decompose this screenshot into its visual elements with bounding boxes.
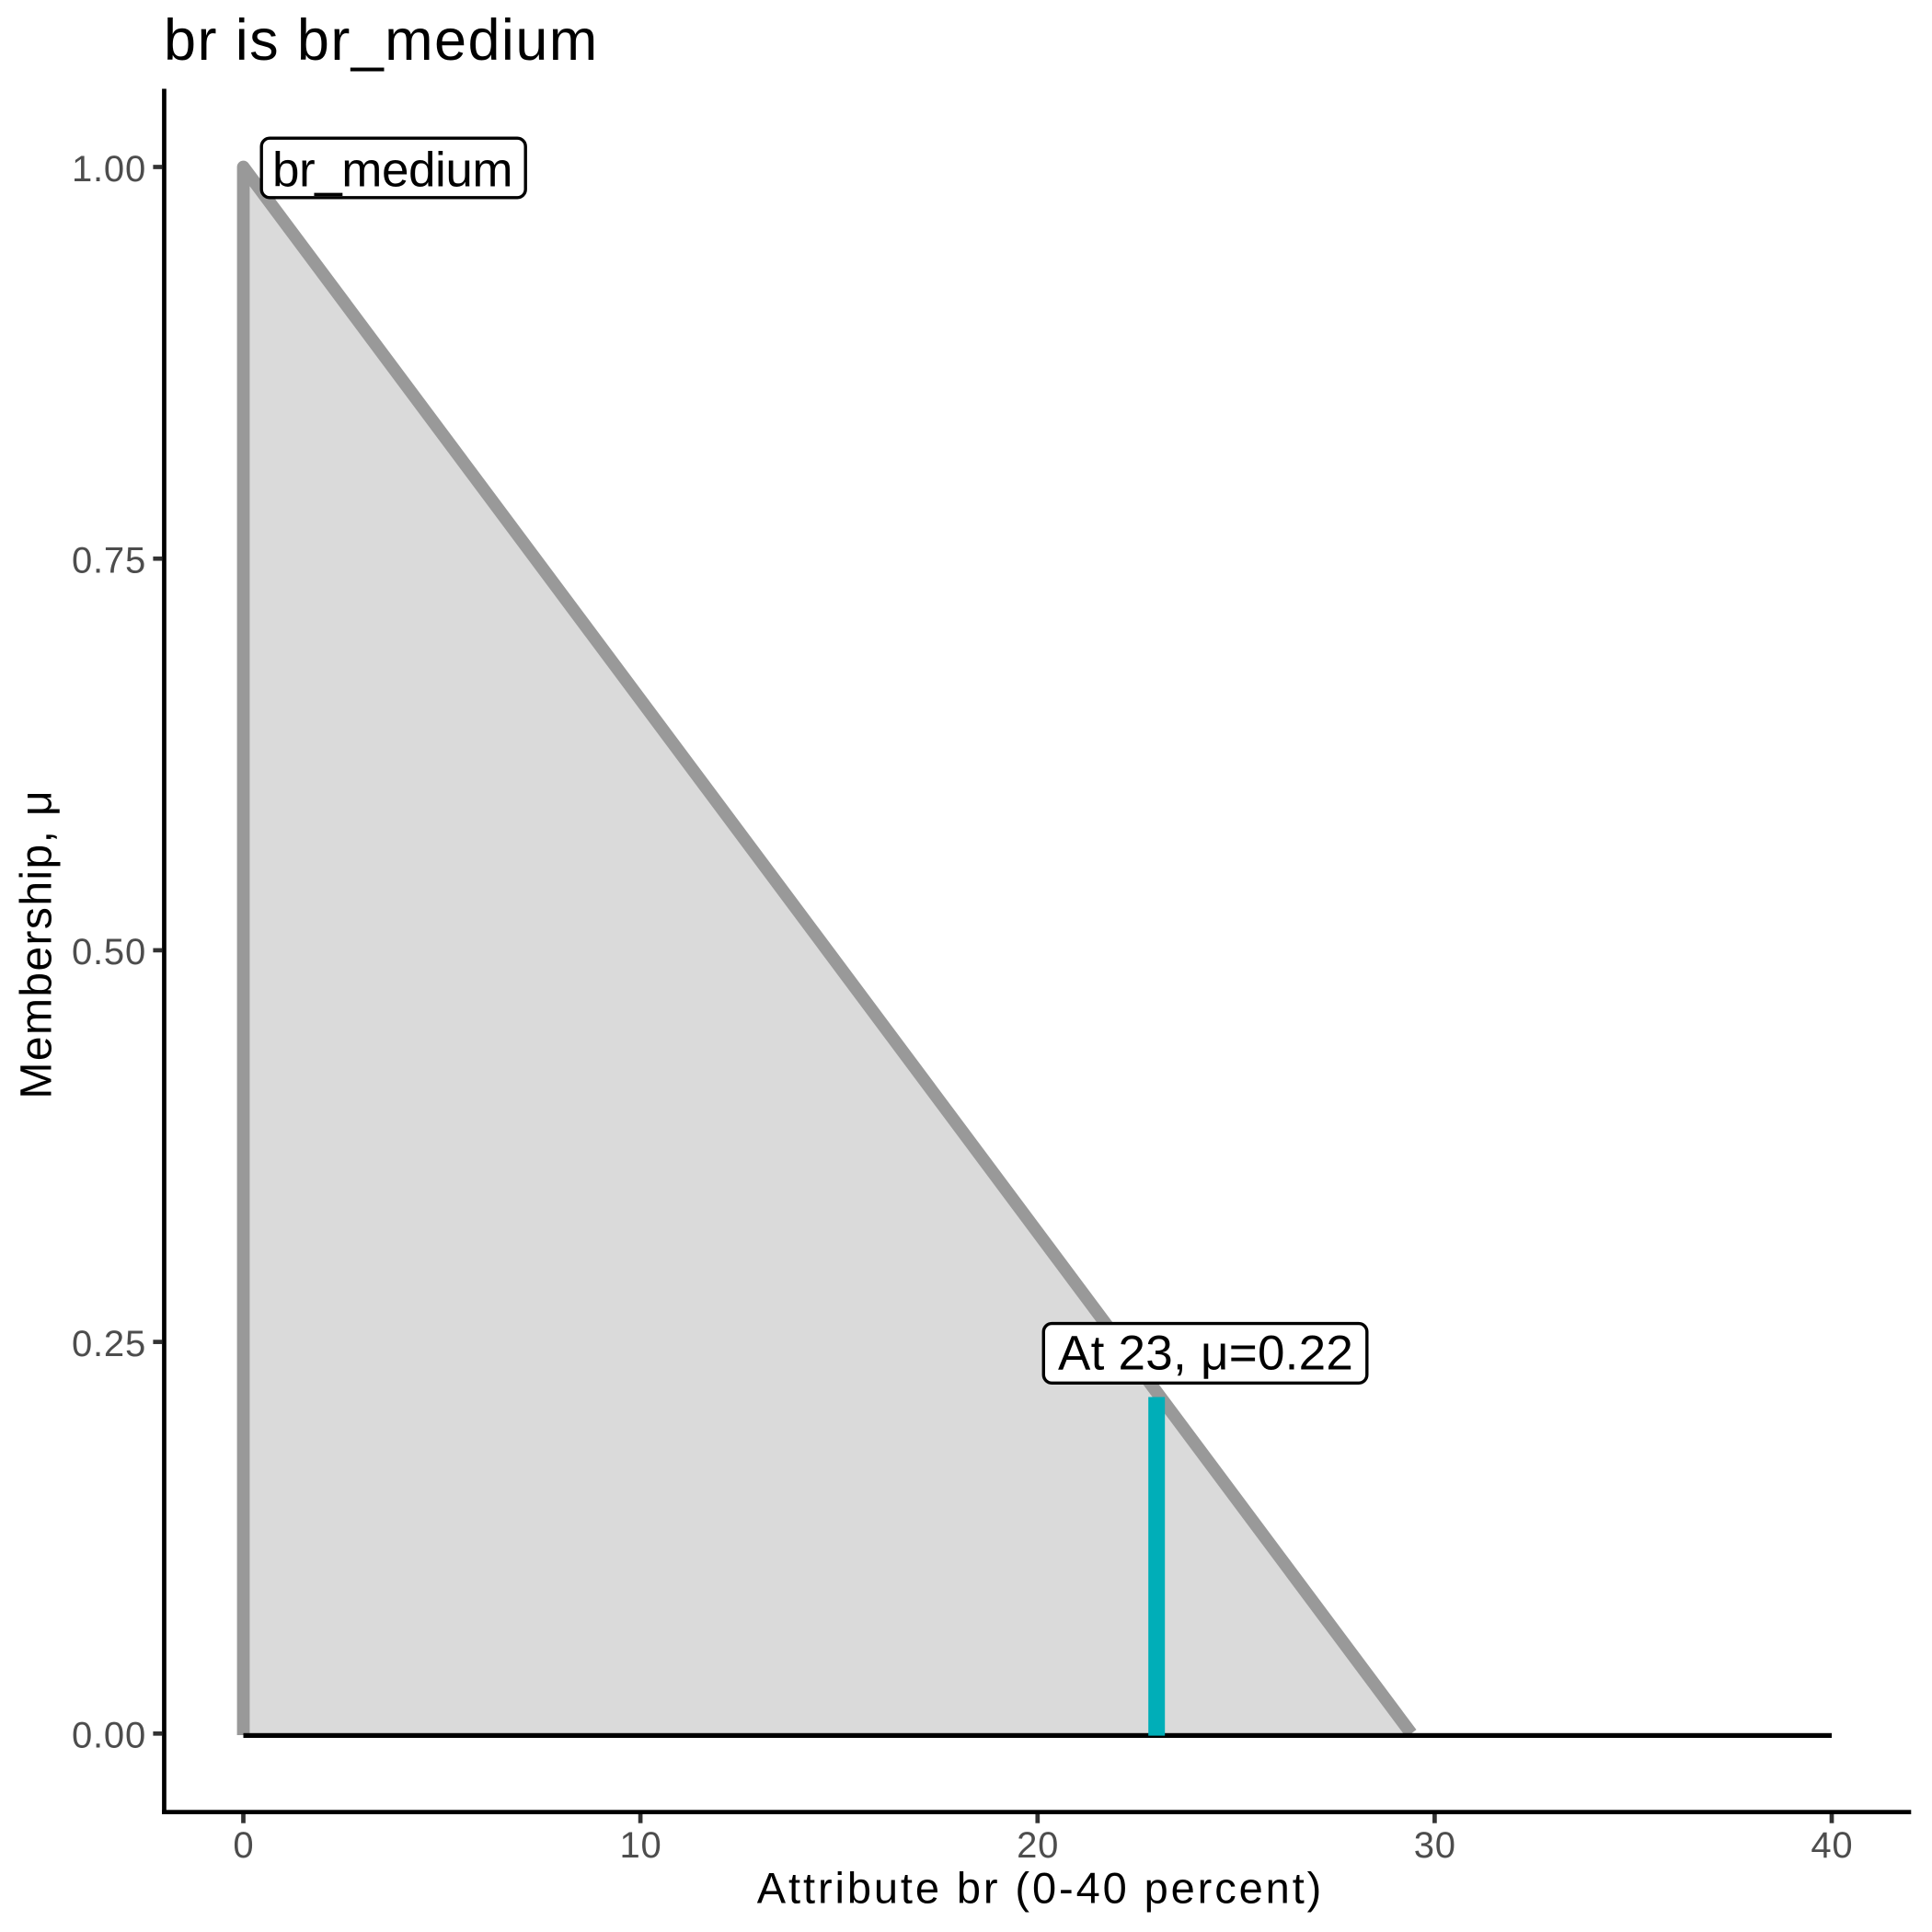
- svg-text:br_medium: br_medium: [272, 144, 512, 198]
- svg-text:Attribute br (0-40 percent): Attribute br (0-40 percent): [757, 1864, 1324, 1913]
- svg-text:40: 40: [1811, 1825, 1853, 1866]
- svg-text:0.25: 0.25: [72, 1324, 146, 1364]
- svg-text:Membership, μ: Membership, μ: [13, 789, 62, 1099]
- svg-text:30: 30: [1414, 1825, 1456, 1866]
- svg-text:br is br_medium: br is br_medium: [164, 8, 599, 73]
- svg-text:At 23, μ=0.22: At 23, μ=0.22: [1058, 1326, 1353, 1380]
- svg-text:0.00: 0.00: [72, 1716, 146, 1756]
- svg-text:0: 0: [233, 1825, 254, 1866]
- svg-text:0.50: 0.50: [72, 932, 146, 972]
- svg-text:1.00: 1.00: [72, 149, 146, 190]
- svg-text:10: 10: [619, 1825, 661, 1866]
- svg-text:20: 20: [1017, 1825, 1059, 1866]
- svg-text:0.75: 0.75: [72, 540, 146, 581]
